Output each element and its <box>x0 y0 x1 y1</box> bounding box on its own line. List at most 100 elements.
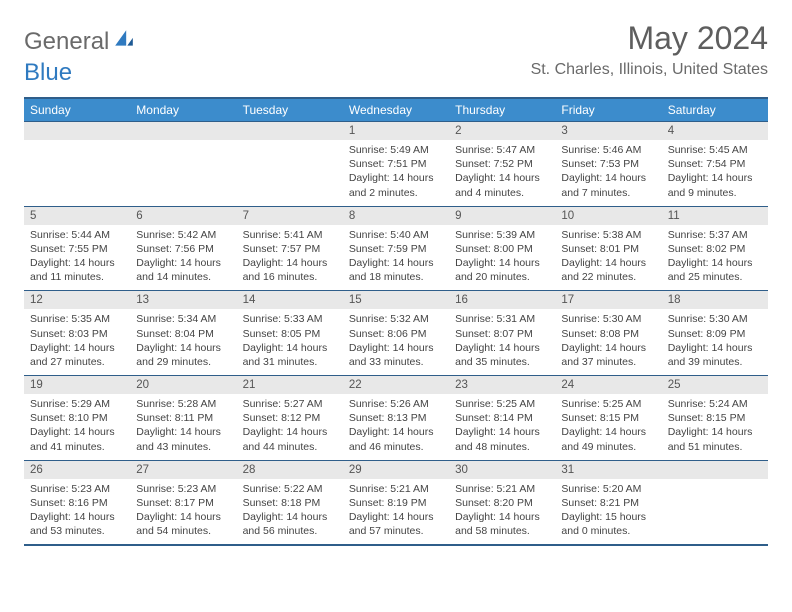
sunset-text: Sunset: 8:01 PM <box>561 242 655 256</box>
weekday-header: Tuesday <box>237 98 343 122</box>
sunrise-text: Sunrise: 5:45 AM <box>668 143 762 157</box>
day-detail-cell: Sunrise: 5:41 AMSunset: 7:57 PMDaylight:… <box>237 225 343 291</box>
weekday-header: Monday <box>130 98 236 122</box>
daylight-text: Daylight: 14 hours and 31 minutes. <box>243 341 337 369</box>
sunrise-text: Sunrise: 5:33 AM <box>243 312 337 326</box>
day-number-cell: 29 <box>343 460 449 479</box>
day-number-cell: 25 <box>662 376 768 395</box>
daylight-text: Daylight: 14 hours and 2 minutes. <box>349 171 443 199</box>
day-detail-cell: Sunrise: 5:25 AMSunset: 8:14 PMDaylight:… <box>449 394 555 460</box>
day-detail-cell <box>24 140 130 206</box>
day-number-cell: 5 <box>24 206 130 225</box>
day-detail-cell: Sunrise: 5:27 AMSunset: 8:12 PMDaylight:… <box>237 394 343 460</box>
sunrise-text: Sunrise: 5:30 AM <box>561 312 655 326</box>
daylight-text: Daylight: 14 hours and 48 minutes. <box>455 425 549 453</box>
sunrise-text: Sunrise: 5:22 AM <box>243 482 337 496</box>
day-number-cell: 26 <box>24 460 130 479</box>
daylight-text: Daylight: 14 hours and 4 minutes. <box>455 171 549 199</box>
sunset-text: Sunset: 8:16 PM <box>30 496 124 510</box>
day-detail-cell: Sunrise: 5:22 AMSunset: 8:18 PMDaylight:… <box>237 479 343 546</box>
weekday-header: Wednesday <box>343 98 449 122</box>
brand-part1: General <box>24 28 109 56</box>
sunrise-text: Sunrise: 5:34 AM <box>136 312 230 326</box>
daylight-text: Daylight: 14 hours and 49 minutes. <box>561 425 655 453</box>
day-detail-cell: Sunrise: 5:21 AMSunset: 8:20 PMDaylight:… <box>449 479 555 546</box>
day-number-row: 19202122232425 <box>24 376 768 395</box>
day-number-cell: 14 <box>237 291 343 310</box>
day-detail-row: Sunrise: 5:44 AMSunset: 7:55 PMDaylight:… <box>24 225 768 291</box>
sunrise-text: Sunrise: 5:26 AM <box>349 397 443 411</box>
sunset-text: Sunset: 8:15 PM <box>561 411 655 425</box>
sunrise-text: Sunrise: 5:46 AM <box>561 143 655 157</box>
daylight-text: Daylight: 14 hours and 56 minutes. <box>243 510 337 538</box>
sunrise-text: Sunrise: 5:23 AM <box>30 482 124 496</box>
daylight-text: Daylight: 14 hours and 20 minutes. <box>455 256 549 284</box>
day-detail-cell: Sunrise: 5:35 AMSunset: 8:03 PMDaylight:… <box>24 309 130 375</box>
day-number-cell: 28 <box>237 460 343 479</box>
day-detail-cell: Sunrise: 5:29 AMSunset: 8:10 PMDaylight:… <box>24 394 130 460</box>
day-number-cell: 31 <box>555 460 661 479</box>
sunset-text: Sunset: 8:02 PM <box>668 242 762 256</box>
sunrise-text: Sunrise: 5:27 AM <box>243 397 337 411</box>
weekday-header: Saturday <box>662 98 768 122</box>
month-title: May 2024 <box>531 20 768 57</box>
sunrise-text: Sunrise: 5:35 AM <box>30 312 124 326</box>
brand-logo: General <box>24 28 135 56</box>
day-number-cell: 12 <box>24 291 130 310</box>
daylight-text: Daylight: 14 hours and 22 minutes. <box>561 256 655 284</box>
day-number-cell <box>237 122 343 141</box>
day-number-cell: 7 <box>237 206 343 225</box>
sunset-text: Sunset: 7:55 PM <box>30 242 124 256</box>
logo-sail-icon <box>113 28 135 50</box>
sunset-text: Sunset: 8:08 PM <box>561 327 655 341</box>
daylight-text: Daylight: 14 hours and 37 minutes. <box>561 341 655 369</box>
daylight-text: Daylight: 14 hours and 57 minutes. <box>349 510 443 538</box>
day-number-cell: 17 <box>555 291 661 310</box>
day-detail-cell: Sunrise: 5:44 AMSunset: 7:55 PMDaylight:… <box>24 225 130 291</box>
title-block: May 2024 St. Charles, Illinois, United S… <box>531 20 768 79</box>
sunrise-text: Sunrise: 5:38 AM <box>561 228 655 242</box>
daylight-text: Daylight: 14 hours and 14 minutes. <box>136 256 230 284</box>
day-number-cell: 2 <box>449 122 555 141</box>
sunset-text: Sunset: 8:20 PM <box>455 496 549 510</box>
sunset-text: Sunset: 8:19 PM <box>349 496 443 510</box>
sunset-text: Sunset: 7:59 PM <box>349 242 443 256</box>
sunset-text: Sunset: 8:00 PM <box>455 242 549 256</box>
day-detail-cell: Sunrise: 5:38 AMSunset: 8:01 PMDaylight:… <box>555 225 661 291</box>
day-number-cell: 30 <box>449 460 555 479</box>
day-number-cell: 9 <box>449 206 555 225</box>
sunrise-text: Sunrise: 5:31 AM <box>455 312 549 326</box>
calendar-table: SundayMondayTuesdayWednesdayThursdayFrid… <box>24 97 768 546</box>
sunset-text: Sunset: 8:11 PM <box>136 411 230 425</box>
day-detail-cell: Sunrise: 5:31 AMSunset: 8:07 PMDaylight:… <box>449 309 555 375</box>
day-detail-cell: Sunrise: 5:40 AMSunset: 7:59 PMDaylight:… <box>343 225 449 291</box>
daylight-text: Daylight: 14 hours and 11 minutes. <box>30 256 124 284</box>
day-detail-cell: Sunrise: 5:20 AMSunset: 8:21 PMDaylight:… <box>555 479 661 546</box>
sunset-text: Sunset: 8:12 PM <box>243 411 337 425</box>
day-number-cell: 19 <box>24 376 130 395</box>
sunrise-text: Sunrise: 5:20 AM <box>561 482 655 496</box>
day-detail-cell: Sunrise: 5:26 AMSunset: 8:13 PMDaylight:… <box>343 394 449 460</box>
daylight-text: Daylight: 14 hours and 43 minutes. <box>136 425 230 453</box>
day-detail-row: Sunrise: 5:49 AMSunset: 7:51 PMDaylight:… <box>24 140 768 206</box>
day-detail-cell: Sunrise: 5:42 AMSunset: 7:56 PMDaylight:… <box>130 225 236 291</box>
sunrise-text: Sunrise: 5:41 AM <box>243 228 337 242</box>
sunset-text: Sunset: 8:13 PM <box>349 411 443 425</box>
daylight-text: Daylight: 15 hours and 0 minutes. <box>561 510 655 538</box>
day-detail-cell: Sunrise: 5:32 AMSunset: 8:06 PMDaylight:… <box>343 309 449 375</box>
sunrise-text: Sunrise: 5:24 AM <box>668 397 762 411</box>
daylight-text: Daylight: 14 hours and 27 minutes. <box>30 341 124 369</box>
sunset-text: Sunset: 8:06 PM <box>349 327 443 341</box>
location-text: St. Charles, Illinois, United States <box>531 61 768 79</box>
day-detail-cell: Sunrise: 5:30 AMSunset: 8:09 PMDaylight:… <box>662 309 768 375</box>
day-detail-cell: Sunrise: 5:47 AMSunset: 7:52 PMDaylight:… <box>449 140 555 206</box>
day-detail-cell: Sunrise: 5:45 AMSunset: 7:54 PMDaylight:… <box>662 140 768 206</box>
day-detail-cell: Sunrise: 5:24 AMSunset: 8:15 PMDaylight:… <box>662 394 768 460</box>
sunset-text: Sunset: 8:07 PM <box>455 327 549 341</box>
sunrise-text: Sunrise: 5:40 AM <box>349 228 443 242</box>
sunset-text: Sunset: 7:57 PM <box>243 242 337 256</box>
daylight-text: Daylight: 14 hours and 18 minutes. <box>349 256 443 284</box>
day-number-cell: 15 <box>343 291 449 310</box>
daylight-text: Daylight: 14 hours and 54 minutes. <box>136 510 230 538</box>
day-number-cell: 23 <box>449 376 555 395</box>
